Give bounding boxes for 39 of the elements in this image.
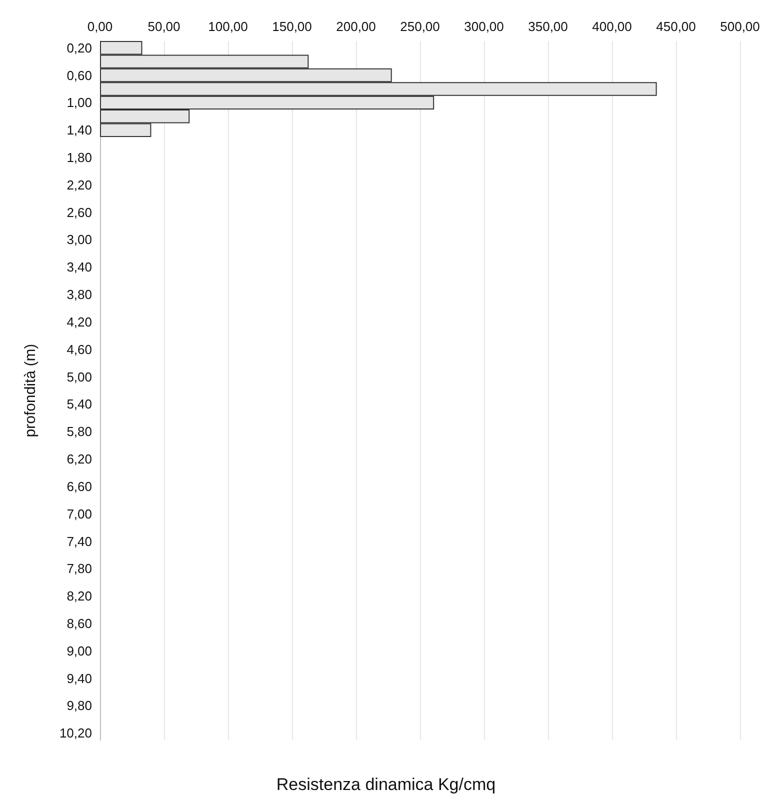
y-tick-label: 5,80 — [66, 424, 92, 440]
y-tick-label: 5,40 — [66, 396, 92, 412]
y-tick-label: 4,20 — [66, 314, 92, 330]
y-tick-label: 8,20 — [66, 588, 92, 604]
y-tick-label: 1,00 — [66, 95, 92, 110]
x-tick-label: 50,00 — [148, 19, 180, 34]
x-tick-label: 200,00 — [336, 19, 376, 34]
y-tick-label: 3,00 — [66, 232, 92, 248]
y-tick-label: 6,60 — [66, 478, 92, 494]
y-tick-label: 9,00 — [66, 643, 92, 658]
x-tick-label: 250,00 — [400, 19, 440, 34]
x-axis-title: Resistenza dinamica Kg/cmq — [276, 775, 496, 794]
y-tick-label: 10,20 — [59, 726, 92, 741]
y-tick-label: 2,20 — [66, 177, 92, 192]
x-tick-label: 0,00 — [87, 19, 113, 34]
y-tick-label: 0,60 — [66, 68, 92, 83]
y-tick-label: 1,40 — [66, 122, 92, 138]
y-tick-label: 5,00 — [66, 369, 92, 384]
y-tick-label: 7,80 — [66, 561, 92, 576]
y-tick-label: 7,00 — [66, 506, 92, 522]
y-tick-label: 4,60 — [66, 342, 92, 357]
y-tick-label: 1,80 — [66, 150, 92, 165]
x-tick-label: 450,00 — [656, 19, 696, 34]
y-tick-label: 8,60 — [66, 616, 92, 631]
y-tick-label: 9,80 — [66, 698, 92, 714]
y-tick-label: 9,40 — [66, 670, 92, 686]
x-tick-label: 500,00 — [720, 19, 760, 34]
y-tick-label: 7,40 — [66, 534, 92, 549]
y-tick-label: 3,40 — [66, 260, 92, 275]
x-tick-label: 300,00 — [464, 19, 504, 34]
y-tick-label: 2,60 — [66, 204, 92, 220]
y-tick-label: 3,80 — [66, 287, 92, 302]
x-tick-label: 400,00 — [592, 19, 632, 34]
x-tick-label: 150,00 — [272, 19, 312, 34]
y-tick-label: 6,20 — [66, 452, 92, 467]
x-tick-label: 100,00 — [208, 19, 248, 34]
y-tick-label: 0,20 — [66, 40, 92, 56]
x-tick-label: 350,00 — [528, 19, 568, 34]
y-axis-title: profondità (m) — [22, 344, 39, 438]
